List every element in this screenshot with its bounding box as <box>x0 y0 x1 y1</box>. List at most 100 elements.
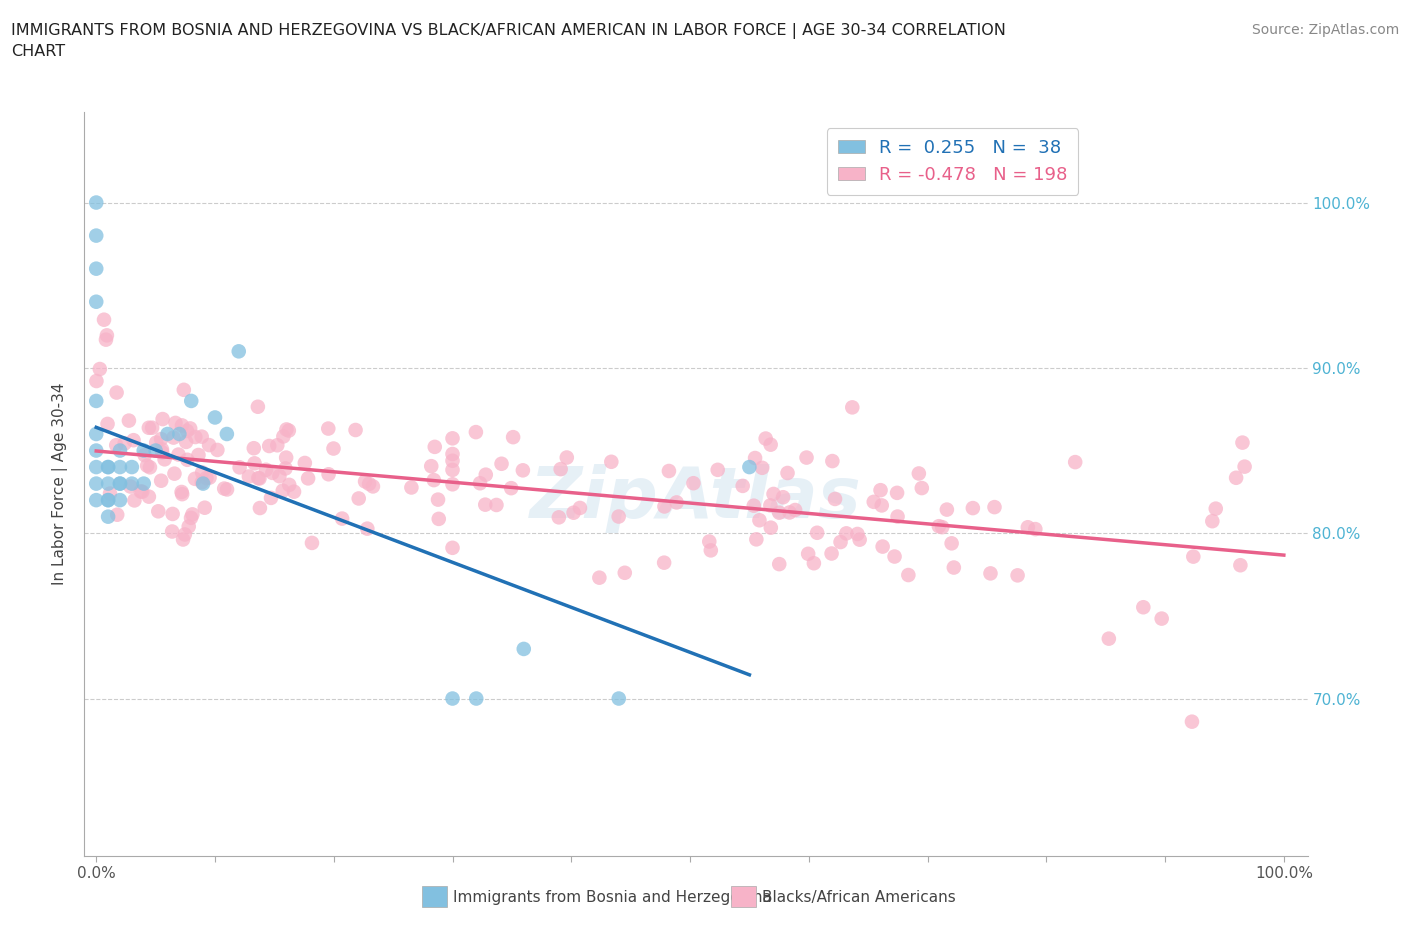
Point <box>249 500 271 515</box>
Point <box>962 500 984 515</box>
Point <box>198 471 221 485</box>
Point <box>84 195 107 210</box>
Point <box>682 476 704 491</box>
Point <box>420 458 443 473</box>
Point <box>1024 522 1046 537</box>
Point <box>359 476 381 491</box>
Point <box>772 490 794 505</box>
Point <box>97 493 120 508</box>
Point <box>97 476 120 491</box>
Point <box>330 512 353 526</box>
Point <box>145 443 167 458</box>
Point <box>276 450 298 465</box>
Point <box>238 469 260 484</box>
Point <box>427 492 450 507</box>
Point <box>474 498 496 512</box>
Point <box>84 261 107 276</box>
Point <box>862 495 884 510</box>
Point <box>759 498 782 512</box>
Point <box>274 461 297 476</box>
Point <box>1098 631 1121 646</box>
Point <box>114 436 136 451</box>
Point <box>654 499 676 514</box>
Point <box>84 476 107 491</box>
Point <box>108 459 131 474</box>
Point <box>911 481 934 496</box>
Point <box>150 445 173 460</box>
Point <box>105 438 128 453</box>
Point <box>1233 459 1256 474</box>
Point <box>269 469 291 484</box>
Point <box>84 443 107 458</box>
Point <box>97 459 120 474</box>
Point <box>700 543 723 558</box>
Point <box>136 458 159 473</box>
Point <box>1232 435 1254 450</box>
Text: Source: ZipAtlas.com: Source: ZipAtlas.com <box>1251 23 1399 37</box>
Point <box>745 532 768 547</box>
Point <box>841 400 863 415</box>
Point <box>173 382 195 397</box>
Point <box>768 557 790 572</box>
Point <box>84 493 107 508</box>
Point <box>139 459 162 474</box>
Point <box>613 565 636 580</box>
Point <box>491 457 513 472</box>
Point <box>600 455 623 470</box>
Point <box>108 443 131 458</box>
Point <box>160 525 183 539</box>
Point <box>124 493 146 508</box>
Point <box>356 521 378 536</box>
Point <box>271 484 294 498</box>
Point <box>776 466 799 481</box>
Point <box>249 471 271 485</box>
Point <box>84 427 107 442</box>
Point <box>84 228 107 243</box>
Point <box>464 425 486 440</box>
Point <box>1182 550 1205 565</box>
Point <box>886 509 908 524</box>
Point <box>485 498 508 512</box>
Point <box>513 642 536 657</box>
Point <box>361 479 384 494</box>
Y-axis label: In Labor Force | Age 30-34: In Labor Force | Age 30-34 <box>52 382 69 585</box>
Point <box>835 526 858 541</box>
Text: Immigrants from Bosnia and Herzegovina: Immigrants from Bosnia and Herzegovina <box>453 890 772 905</box>
Point <box>316 421 339 436</box>
Point <box>830 535 852 550</box>
Point <box>170 485 193 499</box>
Point <box>141 420 163 435</box>
Point <box>132 443 155 458</box>
Point <box>550 461 572 476</box>
Point <box>806 525 828 540</box>
Point <box>169 427 191 442</box>
Point <box>172 532 194 547</box>
Point <box>162 431 184 445</box>
Point <box>979 566 1001 581</box>
Point <box>184 472 207 486</box>
Point <box>942 560 965 575</box>
Point <box>152 412 174 427</box>
Point <box>475 467 498 482</box>
Point <box>198 438 221 453</box>
Point <box>441 691 464 706</box>
Point <box>738 459 761 474</box>
Point <box>1064 455 1087 470</box>
Point <box>181 507 204 522</box>
Point <box>145 435 167 450</box>
Point <box>1201 513 1223 528</box>
Point <box>759 437 782 452</box>
Point <box>928 519 950 534</box>
Point <box>501 481 523 496</box>
Point <box>607 509 630 524</box>
Point <box>294 456 316 471</box>
Point <box>108 476 131 491</box>
Point <box>759 520 782 535</box>
Point <box>441 540 464 555</box>
Point <box>785 502 807 517</box>
Point <box>762 486 785 501</box>
Point <box>779 505 801 520</box>
Point <box>588 570 610 585</box>
Point <box>568 500 591 515</box>
Point <box>190 430 212 445</box>
